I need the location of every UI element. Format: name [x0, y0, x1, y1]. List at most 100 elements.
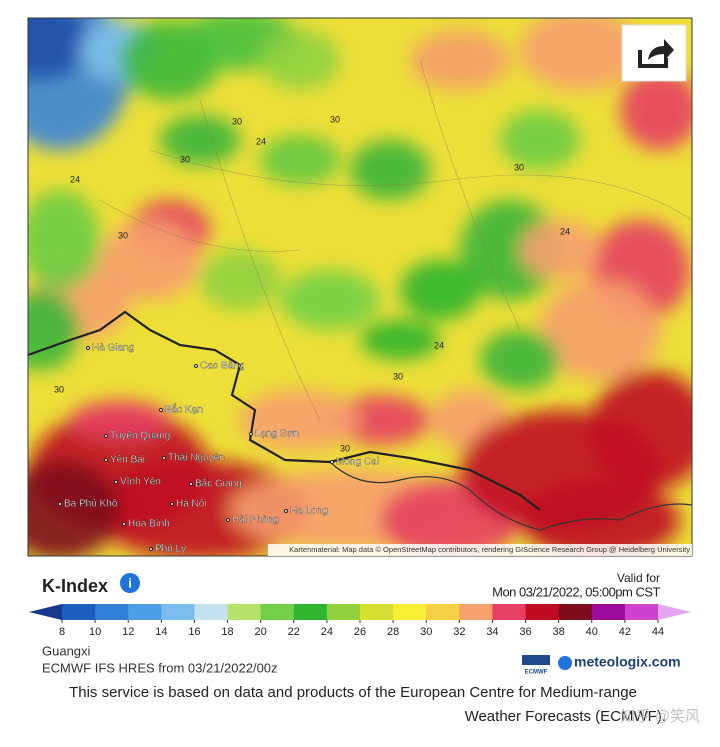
- place-label: Cao Bằng: [200, 359, 244, 372]
- place-dot: [58, 502, 62, 506]
- place-label: Mong Cai: [336, 457, 379, 468]
- model-run: ECMWF IFS HRES from 03/21/2022/00z: [42, 660, 278, 675]
- share-icon[interactable]: [638, 50, 668, 68]
- footer-line: This service is based on data and produc…: [69, 684, 637, 701]
- field-patch: [200, 250, 280, 310]
- colorbar-segment: [326, 604, 361, 620]
- valid-label: Valid for: [617, 571, 660, 585]
- colorbar: 8 10 12 14 16 18 20 22 24 26 28 30 32 34 36 38 40 42 44: [28, 604, 692, 638]
- field-patch: [400, 260, 480, 320]
- place-label: Yên Bái: [110, 455, 145, 466]
- colorbar-segment: [360, 604, 394, 620]
- field-patch: [590, 370, 692, 490]
- place-dot: [104, 434, 108, 438]
- country-border: [28, 310, 541, 511]
- field-patch: [260, 30, 340, 90]
- colorbar-segment: [393, 604, 427, 620]
- place-dot: [226, 518, 230, 522]
- place-label: Lạng Sơn: [255, 429, 299, 440]
- colorbar-segment: [624, 604, 659, 620]
- place-label: Phủ Lý: [155, 543, 186, 555]
- colorbar-tick-label: 40: [586, 626, 598, 638]
- meteologix-logo-mark: [558, 656, 572, 670]
- colorbar-segment: [227, 604, 262, 620]
- share-arrow[interactable]: [648, 39, 674, 61]
- attribution-bg: [268, 544, 692, 556]
- colorbar-tick-label: 36: [519, 626, 531, 638]
- place-dot: [162, 456, 166, 460]
- place-label: Tuyên Quang: [110, 431, 170, 442]
- contour-label: 30: [393, 371, 403, 381]
- meteologix-logo: meteologix.com: [574, 654, 681, 670]
- place-dot: [114, 480, 118, 484]
- field-patch: [330, 395, 430, 445]
- field-patch: [520, 220, 600, 280]
- colorbar-tick-label: 20: [255, 626, 267, 638]
- place-dot: [284, 509, 288, 513]
- field-patch: [460, 200, 560, 300]
- place-label: Ba Phủ Khô: [64, 498, 118, 510]
- colorbar-tick-label: 44: [652, 626, 664, 638]
- field-patch: [160, 115, 240, 165]
- place-label: Ha Long: [290, 506, 328, 517]
- coastline: [329, 461, 692, 531]
- place-dot: [159, 408, 163, 412]
- colorbar-segment: [492, 604, 527, 620]
- contour-label: 24: [560, 226, 570, 236]
- colorbar-segment: [95, 604, 129, 620]
- colorbar-segment: [426, 604, 460, 620]
- colorbar-tick-label: 8: [59, 626, 65, 638]
- field-patch: [28, 290, 80, 370]
- watermark: 知乎 @笑风: [621, 708, 700, 725]
- share-button[interactable]: [621, 24, 687, 82]
- k-index-field: [28, 18, 692, 556]
- colorbar-segment: [459, 604, 493, 620]
- info-icon[interactable]: [120, 573, 140, 593]
- colorbar-segment: [525, 604, 560, 620]
- field-patch: [100, 220, 200, 300]
- colorbar-tick-label: 16: [188, 626, 200, 638]
- place-dot: [249, 432, 253, 436]
- field-patch: [260, 135, 340, 185]
- colorbar-tick-label: 24: [321, 626, 333, 638]
- map: Hà Giang Cao Bằng Bắc Kạn Lạng Sơn Tuyên Qua…: [28, 18, 692, 556]
- place-dot: [86, 346, 90, 350]
- colorbar-tick-label: 12: [122, 626, 134, 638]
- place-dot: [149, 547, 153, 551]
- colorbar-segment: [194, 604, 229, 620]
- place-label: Hà Giang: [92, 343, 134, 354]
- colorbar-tick-label: 26: [354, 626, 366, 638]
- ecmwf-logo: ECMWF: [525, 670, 548, 676]
- info-icon-glyph[interactable]: i: [128, 575, 132, 590]
- colorbar-tick-label: 18: [221, 626, 233, 638]
- field-patch: [280, 270, 380, 330]
- field-patch: [540, 280, 660, 380]
- colorbar-tick-label: 28: [387, 626, 399, 638]
- region: Guangxi: [42, 643, 91, 658]
- place-dot: [330, 460, 334, 464]
- contour-label: 24: [70, 174, 80, 184]
- field-patch: [480, 330, 560, 390]
- colorbar-tick-label: 22: [288, 626, 300, 638]
- place-dot: [122, 522, 126, 526]
- colorbar-tick-label: 30: [420, 626, 432, 638]
- place-label: Bắc Giang: [195, 477, 242, 490]
- place-label: Hải Phòng: [232, 515, 279, 526]
- contour-label: 30: [54, 384, 64, 394]
- place-label: Thái Nguyên: [168, 453, 225, 464]
- field-patch: [28, 18, 90, 80]
- contour-label: 30: [340, 443, 350, 453]
- contour-label: 24: [434, 340, 444, 350]
- colorbar-segment: [128, 604, 162, 620]
- field-patch: [520, 18, 640, 90]
- place-dot: [194, 364, 198, 368]
- province-line: [99, 59, 692, 421]
- field-patch: [28, 460, 120, 556]
- valid-time: Mon 03/21/2022, 05:00pm CST: [492, 584, 660, 599]
- field-patch: [410, 30, 510, 90]
- contour-label: 30: [330, 114, 340, 124]
- contour-label: 30: [232, 116, 242, 126]
